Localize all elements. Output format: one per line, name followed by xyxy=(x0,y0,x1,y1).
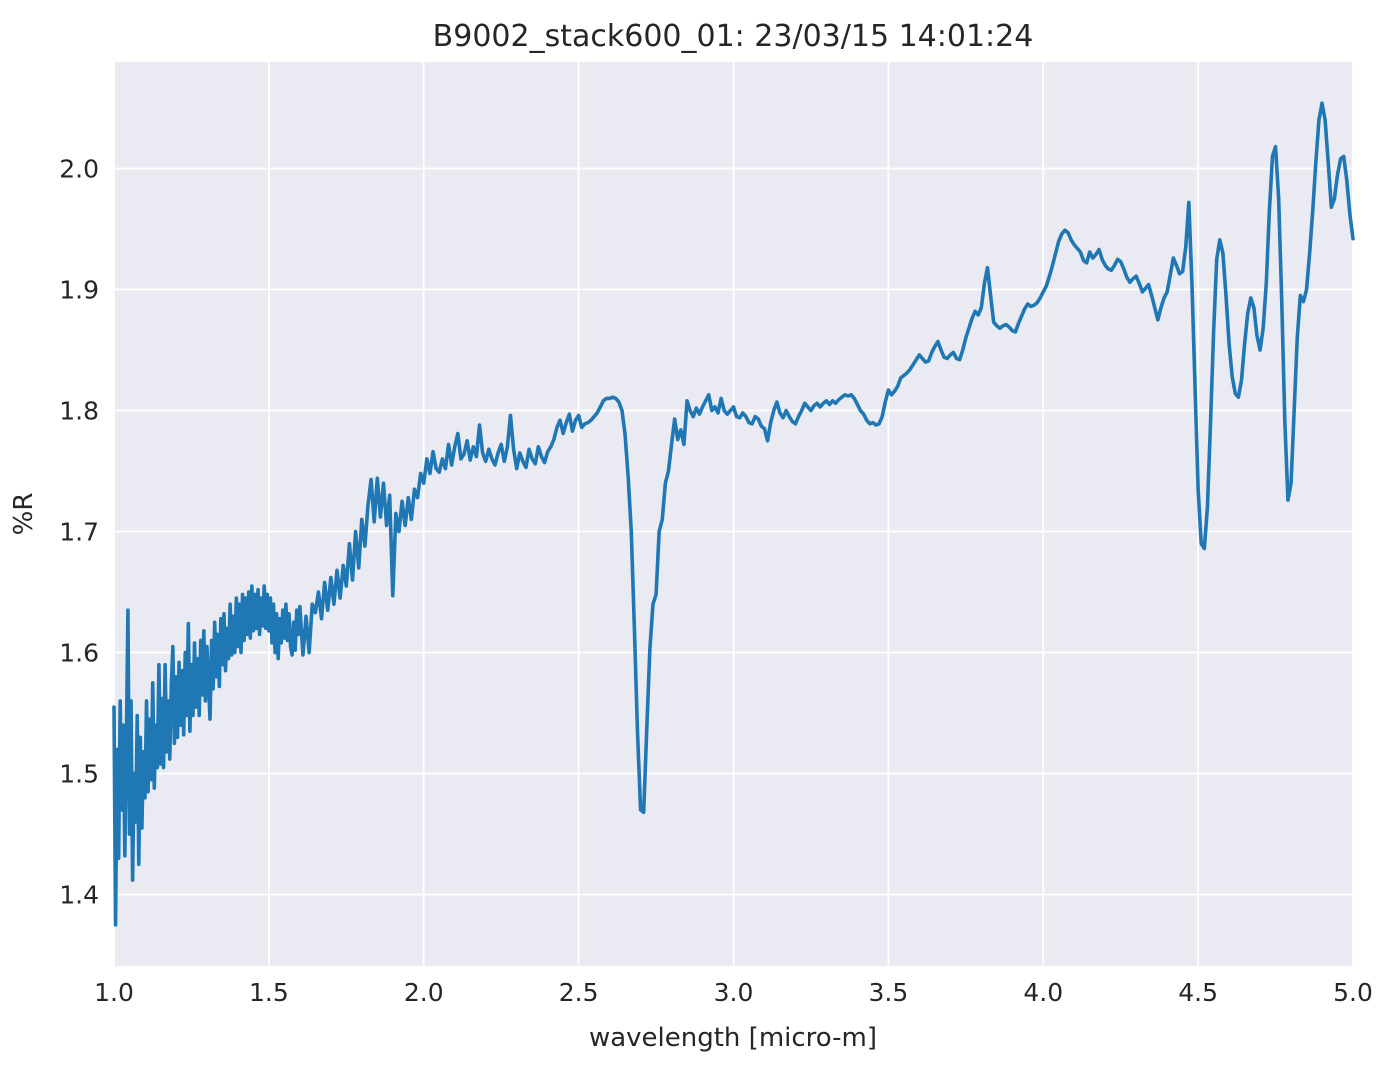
x-tick-label: 2.5 xyxy=(559,978,599,1007)
y-tick-label: 1.4 xyxy=(59,881,99,910)
chart-title: B9002_stack600_01: 23/03/15 14:01:24 xyxy=(433,19,1034,54)
x-tick-label: 4.5 xyxy=(1178,978,1218,1007)
x-tick-label: 3.5 xyxy=(868,978,908,1007)
spectrum-line xyxy=(112,101,1355,927)
y-axis-label: %R xyxy=(9,493,39,536)
x-tick-label: 2.0 xyxy=(404,978,444,1007)
x-tick-label: 5.0 xyxy=(1333,978,1373,1007)
x-tick-label: 1.0 xyxy=(94,978,134,1007)
y-tick-label: 1.8 xyxy=(59,397,99,426)
x-tick-label: 1.5 xyxy=(249,978,289,1007)
y-axis-tick-labels: 1.4 1.5 1.6 1.7 1.8 1.9 2.0 xyxy=(59,154,99,909)
y-tick-label: 1.7 xyxy=(59,518,99,547)
x-tick-label: 4.0 xyxy=(1023,978,1063,1007)
x-axis-label: wavelength [micro-m] xyxy=(589,1023,877,1053)
x-tick-label: 3.0 xyxy=(714,978,754,1007)
y-tick-label: 1.6 xyxy=(59,639,99,668)
y-tick-label: 1.5 xyxy=(59,760,99,789)
x-axis-tick-labels: 1.0 1.5 2.0 2.5 3.0 3.5 4.0 4.5 5.0 xyxy=(94,978,1373,1007)
y-tick-label: 2.0 xyxy=(59,154,99,183)
y-tick-label: 1.9 xyxy=(59,276,99,305)
